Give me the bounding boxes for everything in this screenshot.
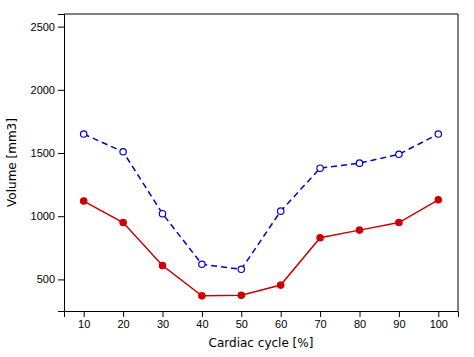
marker (199, 261, 205, 267)
x-axis: 10 20 30 40 50 60 70 80 90 100 (65, 311, 459, 330)
tick-label: 80 (354, 318, 366, 330)
axis-line (65, 312, 459, 318)
tick-label: 90 (393, 318, 405, 330)
tick: 40 (196, 311, 208, 330)
marker (159, 262, 165, 268)
marker (199, 293, 205, 299)
tick: 90 (393, 311, 405, 330)
marker (278, 282, 284, 288)
tick-mark (84, 311, 85, 317)
tick: 80 (354, 311, 366, 330)
tick-label: 60 (275, 318, 287, 330)
tick-mark (360, 311, 361, 317)
tick-mark (58, 153, 64, 154)
x-axis-title: Cardiac cycle [%] (209, 336, 314, 350)
marker (159, 210, 165, 216)
tick: 60 (275, 311, 287, 330)
tick-label: 40 (196, 318, 208, 330)
tick-label: 30 (157, 318, 169, 330)
tick: 10 (78, 311, 90, 330)
marker (120, 219, 126, 225)
tick: 100 (430, 311, 448, 330)
tick-mark (123, 311, 124, 317)
marker (81, 131, 87, 137)
marker (356, 160, 362, 166)
tick-label: 2500 (31, 21, 55, 33)
tick-label: 1000 (31, 210, 55, 222)
tick-label: 10 (78, 318, 90, 330)
marker (317, 165, 323, 171)
tick: 70 (314, 311, 326, 330)
axis-line (58, 15, 65, 312)
marker (278, 208, 284, 214)
marker (435, 131, 441, 137)
line (84, 200, 439, 296)
tick-label: 50 (236, 318, 248, 330)
tick-mark (438, 311, 439, 317)
marker (120, 149, 126, 155)
tick: 1000 (31, 210, 64, 222)
plot: 10 20 30 40 50 60 70 80 90 100 500 1000 1500 2000 2500 (31, 14, 459, 330)
tick-label: 20 (117, 318, 129, 330)
tick: 1500 (31, 147, 64, 159)
tick: 500 (37, 273, 64, 285)
tick: 50 (236, 311, 248, 330)
tick: 20 (117, 311, 129, 330)
tick-mark (58, 27, 64, 28)
marker (396, 219, 402, 225)
frame (458, 14, 459, 311)
tick: 2500 (31, 21, 64, 33)
frame (64, 14, 458, 15)
tick-mark (58, 279, 64, 280)
tick-mark (399, 311, 400, 317)
tick-mark (241, 311, 242, 317)
tick-label: 70 (314, 318, 326, 330)
line (84, 134, 439, 269)
tick: 30 (157, 311, 169, 330)
tick-mark (58, 90, 64, 91)
tick-mark (320, 311, 321, 317)
marker (238, 292, 244, 298)
marker (317, 234, 323, 240)
y-axis: 500 1000 1500 2000 2500 (31, 15, 65, 312)
marker (81, 198, 87, 204)
marker (435, 197, 441, 203)
tick-mark (163, 311, 164, 317)
marker (356, 227, 362, 233)
marker (396, 151, 402, 157)
marker (238, 266, 244, 272)
tick: 2000 (31, 84, 64, 96)
tick-label: 1500 (31, 147, 55, 159)
tick-label: 100 (430, 318, 448, 330)
tick-label: 500 (37, 273, 55, 285)
chart: 10 20 30 40 50 60 70 80 90 100 500 1000 1500 2000 2500… (0, 0, 474, 357)
tick-mark (281, 311, 282, 317)
tick-mark (202, 311, 203, 317)
series-group (81, 131, 442, 299)
tick-mark (58, 216, 64, 217)
y-axis-title: Volume [mm3] (5, 118, 19, 207)
tick-label: 2000 (31, 84, 55, 96)
